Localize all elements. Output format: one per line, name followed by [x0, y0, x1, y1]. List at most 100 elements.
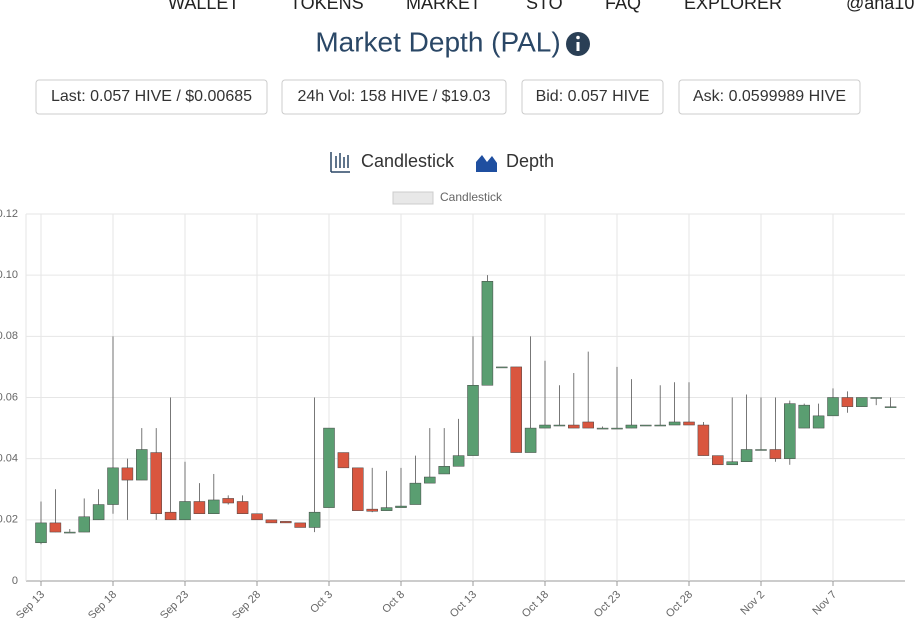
candle-body — [380, 507, 393, 511]
nav-link[interactable]: @ana10 — [846, 0, 914, 13]
candle-body — [755, 449, 767, 451]
candle-body — [308, 511, 321, 528]
x-tick-label: Sep 18 — [86, 589, 119, 618]
candle-body — [280, 521, 292, 524]
nav-link[interactable]: EXPLORER — [684, 0, 782, 13]
candle-body — [884, 406, 897, 408]
x-tick-label: Sep 23 — [158, 589, 191, 618]
depth-icon[interactable] — [476, 155, 497, 172]
candle-body — [179, 501, 191, 521]
candle-body — [107, 467, 119, 505]
candle-body — [740, 449, 753, 462]
candle-body — [611, 427, 623, 430]
x-tick-label: Sep 28 — [230, 589, 263, 618]
info-icon[interactable] — [566, 32, 590, 56]
candle-body — [697, 424, 710, 456]
candle-body — [424, 476, 436, 484]
candle-body — [236, 501, 249, 514]
stat-text[interactable]: Ask: 0.0599989 HIVE — [693, 88, 846, 105]
x-tick-label: Oct 8 — [380, 589, 407, 616]
candle-body — [784, 403, 796, 459]
candle-body — [510, 366, 522, 453]
chart-tab[interactable]: Candlestick — [361, 151, 455, 171]
x-tick-label: Oct 23 — [592, 589, 623, 618]
stat-text[interactable]: Bid: 0.057 HIVE — [536, 88, 650, 105]
candle-body — [524, 427, 537, 453]
candle-body — [467, 385, 479, 456]
x-tick-label: Oct 3 — [308, 589, 335, 616]
nav-link[interactable]: FAQ — [605, 0, 641, 13]
candle-body — [654, 424, 666, 427]
y-tick-label: 0.12 — [0, 208, 18, 220]
nav-link[interactable]: STO — [526, 0, 563, 13]
candle-body — [395, 505, 407, 508]
x-tick-label: Oct 13 — [448, 589, 479, 618]
candle-body — [35, 522, 47, 544]
candle-body — [827, 397, 839, 417]
page-title: Market Depth (PAL) — [315, 26, 560, 57]
candle-body — [870, 397, 882, 399]
nav-link[interactable]: TOKENS — [290, 0, 364, 13]
info-i — [576, 42, 580, 51]
y-tick-label: 0 — [12, 575, 18, 587]
candle-body — [193, 501, 206, 514]
stat-text[interactable]: Last: 0.057 HIVE / $0.00685 — [51, 88, 252, 105]
legend-swatch[interactable] — [392, 191, 434, 205]
candle-body — [856, 397, 868, 407]
candle-body — [438, 466, 450, 475]
candle-body — [596, 427, 609, 430]
y-tick-label: 0.10 — [0, 269, 18, 281]
x-tick-label: Sep 13 — [14, 589, 47, 618]
stat-button[interactable] — [678, 79, 861, 115]
candle-body — [64, 531, 76, 534]
candle-body — [294, 522, 306, 528]
icon-area — [476, 155, 497, 172]
candle-body — [409, 482, 422, 505]
candle-body — [366, 508, 378, 512]
y-tick-label: 0.08 — [0, 330, 18, 342]
candle-body — [452, 455, 465, 467]
candle-body — [726, 461, 738, 466]
candle-body — [798, 404, 810, 429]
stat-text[interactable]: 24h Vol: 158 HIVE / $19.03 — [297, 88, 490, 105]
candle-body — [553, 424, 566, 427]
candle-body — [712, 455, 724, 466]
candle-body — [481, 281, 494, 386]
candle-body — [668, 421, 681, 426]
stat-button[interactable] — [521, 79, 664, 115]
candle-body — [496, 366, 508, 369]
y-tick-label: 0.06 — [0, 391, 18, 403]
candle-body — [265, 519, 278, 524]
candle-body — [78, 516, 90, 533]
x-tick-label: Nov 7 — [810, 589, 839, 618]
candle-body — [812, 415, 825, 429]
candle-body — [625, 424, 638, 429]
candle-body — [150, 452, 162, 514]
stat-button[interactable] — [35, 79, 268, 115]
candle-body — [49, 522, 62, 533]
nav-link[interactable]: MARKET — [406, 0, 481, 13]
chart-tab[interactable]: Depth — [506, 151, 554, 171]
candle-body — [769, 449, 782, 459]
stat-button[interactable] — [281, 79, 507, 115]
candlestick-icon[interactable] — [330, 152, 350, 173]
candle-body — [136, 449, 148, 481]
candle-body — [208, 499, 220, 514]
candle-body — [539, 424, 551, 429]
candle-body — [841, 397, 854, 407]
candle-body — [222, 498, 234, 504]
candle-body — [337, 452, 350, 469]
x-tick-label: Nov 2 — [738, 589, 767, 618]
x-tick-label: Oct 28 — [664, 589, 695, 618]
candle-body — [683, 421, 695, 426]
nav-link[interactable]: WALLET — [168, 0, 239, 13]
candle-body — [568, 424, 580, 429]
candle-body — [121, 467, 134, 481]
legend-label[interactable]: Candlestick — [440, 190, 503, 204]
info-dot — [576, 35, 580, 40]
candle-body — [92, 504, 105, 521]
candle-body — [251, 513, 263, 521]
candle-body — [323, 427, 335, 508]
candle-body — [352, 467, 364, 511]
y-tick-label: 0.02 — [0, 514, 18, 526]
